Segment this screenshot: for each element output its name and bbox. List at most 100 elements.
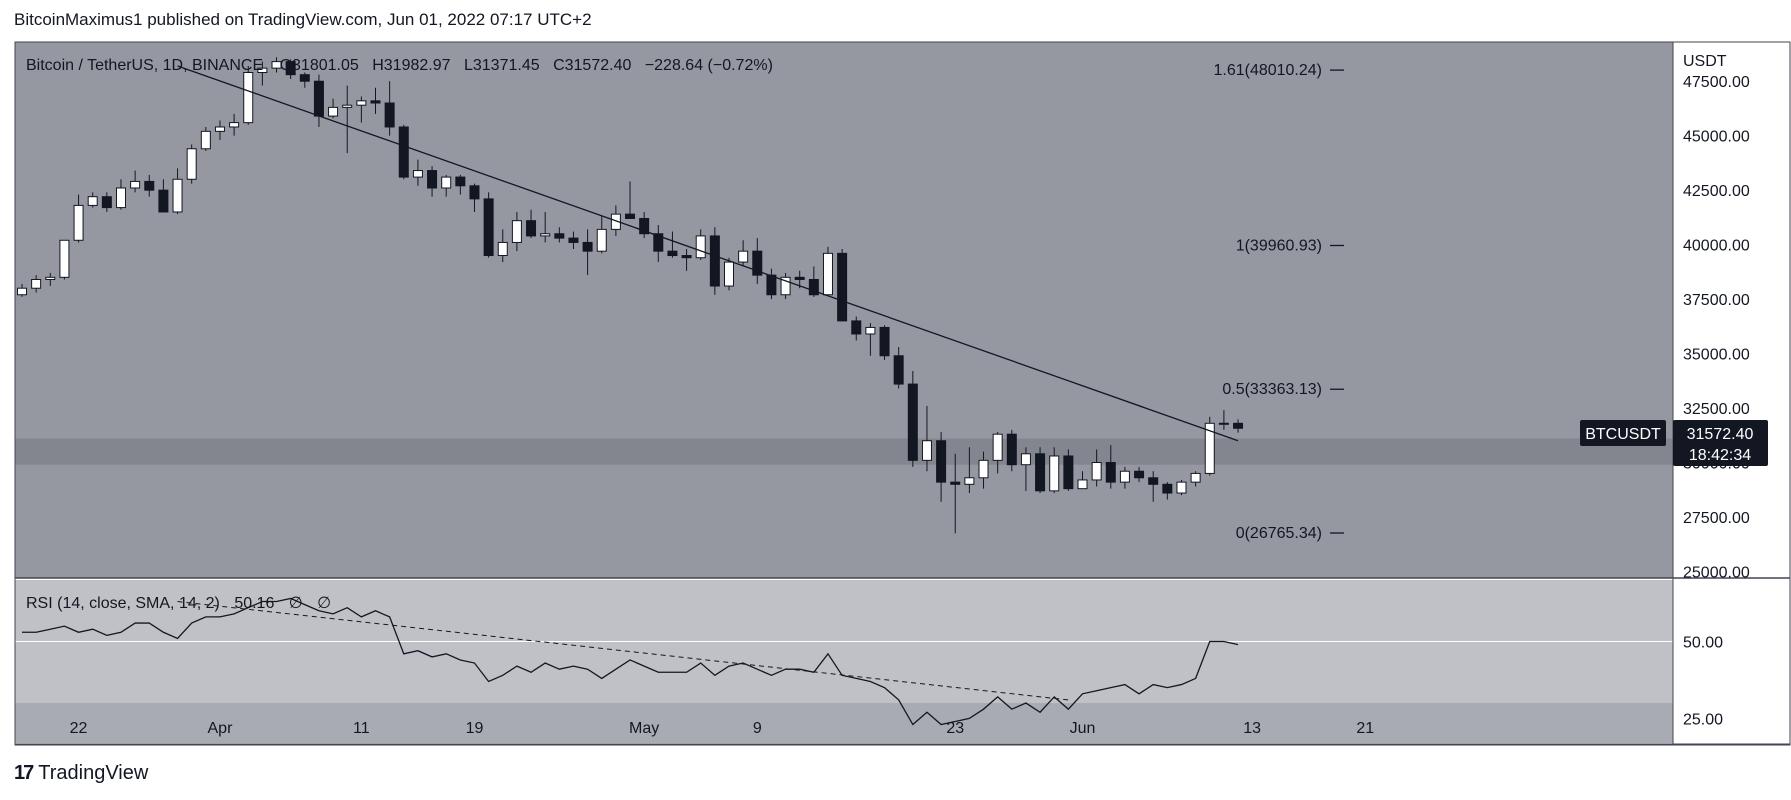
candle-body — [667, 250, 678, 257]
candle-body — [921, 440, 932, 461]
candle-body — [214, 126, 225, 132]
ticker-name: BTCUSDT — [1585, 426, 1661, 443]
time-tick-label: 13 — [1243, 720, 1261, 737]
fib-level-label: 1(39960.93) — [1236, 237, 1322, 254]
candle-body — [709, 235, 720, 287]
currency-label: USDT — [1683, 53, 1727, 70]
time-axis[interactable]: 22 Apr 11 19 May 9 23 Jun 13 21 — [70, 720, 1375, 737]
fib-levels-group: 1.61(48010.24) 1(39960.93) 0.5(33363.13) 0(… — [1213, 62, 1344, 542]
candle-body — [596, 228, 607, 252]
candle-body — [1233, 422, 1244, 429]
candle-body — [653, 233, 664, 252]
time-tick-label: 9 — [753, 720, 762, 737]
candle-body — [893, 355, 904, 385]
time-tick-label: 23 — [946, 720, 964, 737]
candle-body — [907, 383, 918, 461]
footer-brand[interactable]: 17 TradingView — [14, 762, 148, 785]
open-value: 31801.05 — [292, 57, 359, 74]
candle-body — [964, 477, 975, 485]
candle-body — [59, 239, 70, 278]
price-tick-label: 32500.00 — [1683, 401, 1750, 418]
candle-body — [526, 220, 537, 237]
candle-body — [398, 126, 409, 178]
candle-body — [950, 481, 961, 485]
candle-body — [752, 250, 763, 276]
candle-body — [73, 204, 84, 241]
price-label[interactable]: BTCUSDT 31572.40 18:42:34 — [1580, 420, 1768, 466]
close-value: 31572.40 — [565, 57, 632, 74]
candle-body — [1006, 433, 1017, 466]
candle-body — [1148, 477, 1159, 485]
candle-body — [158, 189, 169, 213]
attribution-text: BitcoinMaximus1 published on TradingView… — [14, 10, 592, 29]
candle-body — [978, 459, 989, 479]
candle-body — [483, 198, 494, 257]
candle-body — [31, 278, 42, 289]
time-tick-label: 19 — [466, 720, 484, 737]
candle-body — [172, 178, 183, 213]
candle-body — [639, 217, 650, 235]
candle-body — [1162, 483, 1173, 494]
candle-body — [837, 252, 848, 322]
candle-body — [511, 220, 522, 243]
rsi-axis[interactable]: 50.00 25.00 — [1683, 635, 1723, 729]
candle-body — [879, 326, 890, 357]
candle-body — [625, 213, 636, 219]
candle-body — [851, 320, 862, 335]
candle-body — [1218, 422, 1229, 425]
candle-body — [1035, 453, 1046, 492]
time-tick-label: May — [629, 720, 659, 737]
candle-body — [1134, 470, 1145, 479]
high-label: H — [372, 57, 384, 74]
candle-body — [257, 67, 268, 74]
change-value: −228.64 (−0.72%) — [645, 57, 773, 74]
low-label: L — [464, 57, 473, 74]
price-tick-label: 42500.00 — [1683, 183, 1750, 200]
resistance-trendline[interactable] — [177, 65, 1239, 442]
last-price: 31572.40 — [1687, 426, 1754, 443]
candle-body — [115, 187, 126, 209]
candles-group — [17, 57, 1244, 534]
chart-frame — [14, 41, 1791, 746]
candle-body — [766, 274, 777, 296]
candle-body — [554, 233, 565, 239]
candle-body — [384, 102, 395, 128]
time-tick-label: 22 — [70, 720, 88, 737]
rsi-tick-label: 50.00 — [1683, 635, 1723, 652]
fib-level-label: 1.61(48010.24) — [1213, 62, 1322, 79]
candle-body — [1049, 455, 1060, 492]
candle-body — [1190, 472, 1201, 483]
candle-body — [45, 276, 56, 280]
candle-body — [299, 74, 310, 82]
tradingview-logo-icon: 17 — [14, 762, 34, 784]
candle-body — [427, 170, 438, 189]
candle-body — [469, 185, 480, 200]
support-zone — [15, 438, 1673, 465]
candle-body — [313, 80, 324, 117]
candle-body — [780, 276, 791, 296]
candle-body — [370, 100, 381, 104]
time-tick-label: 11 — [353, 720, 370, 737]
candle-body — [497, 241, 508, 257]
candle-body — [992, 433, 1003, 461]
rsi-extra-2: ∅ — [317, 595, 331, 612]
price-tick-label: 37500.00 — [1683, 292, 1750, 309]
low-value: 31371.45 — [473, 57, 540, 74]
candle-body — [200, 130, 211, 150]
high-value: 31982.97 — [384, 57, 451, 74]
candle-body — [144, 180, 155, 191]
price-axis[interactable]: 47500.00 45000.00 42500.00 40000.00 37500.00… — [1683, 74, 1750, 581]
candle-body — [243, 72, 254, 124]
rsi-value: 50.16 — [234, 595, 274, 612]
candle-body — [1063, 455, 1074, 490]
candle-body — [582, 241, 593, 252]
candle-body — [865, 326, 876, 335]
candle-countdown: 18:42:34 — [1689, 447, 1751, 464]
time-tick-label: 21 — [1356, 720, 1374, 737]
candle-body — [412, 170, 423, 178]
candle-body — [186, 148, 197, 180]
candle-body — [1119, 470, 1130, 483]
fib-level-label: 0(26765.34) — [1236, 525, 1322, 542]
candle-body — [285, 61, 296, 76]
